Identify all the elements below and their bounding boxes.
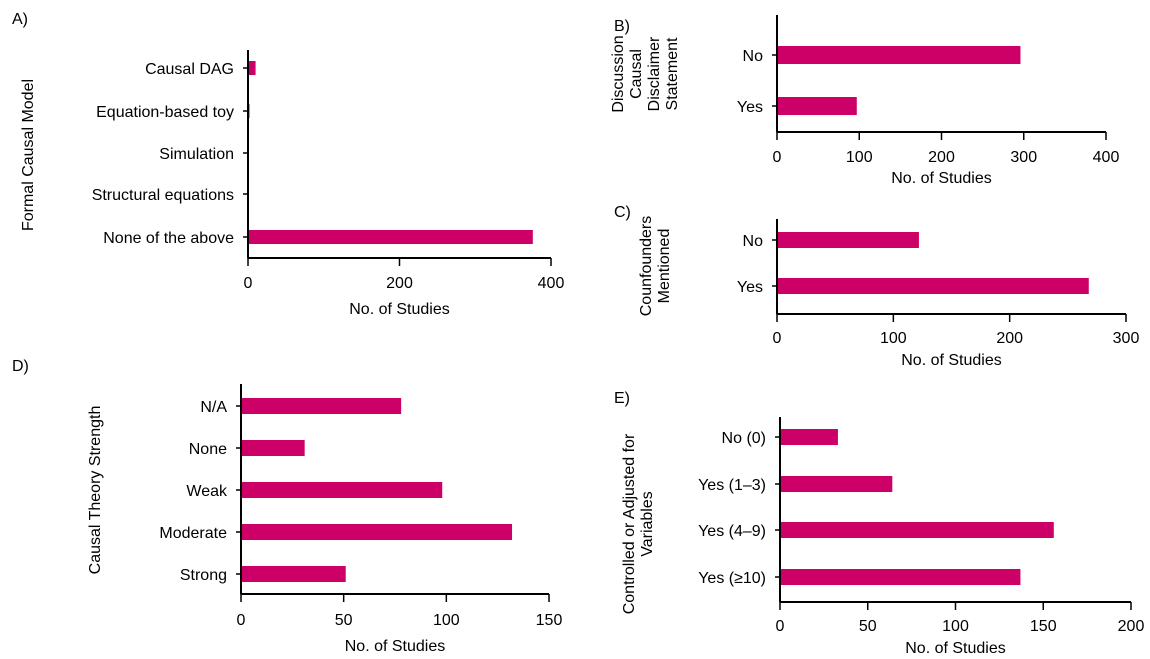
y-axis-title-line: Statement [664, 37, 681, 110]
bar [780, 569, 1021, 585]
category-label: Yes (≥10) [698, 570, 766, 587]
category-label: Yes (4–9) [698, 523, 766, 540]
x-tick-label: 300 [1010, 149, 1037, 166]
chart-panel-b: B)DiscussionCausalDisclaimerStatement No Y… [610, 15, 1119, 187]
chart-panel-e: E) Controlled or Adjusted forVariables No … [614, 390, 1144, 657]
x-tick-label: 200 [928, 149, 955, 166]
bar [780, 429, 838, 445]
panel-letter: A) [12, 11, 28, 28]
bar [777, 97, 857, 115]
category-label: Yes (1–3) [698, 477, 766, 494]
category-label: No [743, 233, 764, 250]
y-axis-title-line: Formal Causal Model [20, 79, 37, 231]
chart-panel-a: A) Formal Causal Model Causal DAG Equation-… [12, 11, 564, 318]
y-axis-title: DiscussionCausalDisclaimerStatement [610, 35, 681, 112]
bar [777, 278, 1089, 294]
category-label: No (0) [722, 430, 766, 447]
panel-letter: B) [614, 18, 630, 35]
panel-letter: C) [614, 204, 631, 221]
y-axis-title: Controlled or Adjusted forVariables [621, 433, 656, 614]
bar [780, 476, 893, 492]
panel-letter: E) [614, 390, 630, 407]
bar [248, 61, 256, 75]
category-label: Equation-based toy [96, 104, 234, 121]
x-tick-label: 200 [996, 330, 1023, 347]
y-axis-title-line: Causal [628, 49, 645, 99]
chart-panel-c: C) CounfoundersMentioned No Yes 0 100 200 300 No… [614, 204, 1139, 369]
x-tick-label: 300 [1113, 330, 1140, 347]
category-label: Weak [186, 483, 228, 500]
x-axis-title: No. of Studies [891, 170, 992, 187]
x-tick-label: 200 [1118, 618, 1145, 635]
y-axis-title-line: Causal Theory Strength [87, 406, 104, 575]
x-tick-label: 400 [1093, 149, 1120, 166]
category-label: Yes [737, 279, 763, 296]
x-tick-label: 0 [244, 275, 253, 292]
category-label: N/A [200, 399, 227, 416]
category-label: None [189, 441, 227, 458]
x-tick-label: 150 [1030, 618, 1057, 635]
category-label: Causal DAG [145, 61, 234, 78]
x-tick-label: 100 [942, 618, 969, 635]
y-axis-title-line: Counfounders [638, 216, 655, 317]
x-tick-label: 150 [536, 612, 563, 629]
category-label: Simulation [159, 146, 234, 163]
x-tick-label: 200 [386, 275, 413, 292]
bar [241, 524, 513, 540]
bar [777, 46, 1021, 64]
x-tick-label: 400 [538, 275, 565, 292]
bar [241, 482, 443, 498]
category-label: Moderate [159, 525, 227, 542]
x-tick-label: 100 [846, 149, 873, 166]
y-axis-title-line: Mentioned [656, 229, 673, 304]
bar [777, 232, 919, 248]
x-tick-label: 50 [335, 612, 353, 629]
x-tick-label: 0 [773, 330, 782, 347]
y-axis-title-line: Discussion [610, 35, 627, 112]
category-label: None of the above [103, 230, 234, 247]
y-axis-title: Formal Causal Model [20, 79, 37, 231]
bar [248, 230, 533, 244]
y-axis-title-line: Variables [639, 491, 656, 557]
y-axis-title-line: Controlled or Adjusted for [621, 433, 638, 614]
x-tick-label: 0 [237, 612, 246, 629]
category-label: No [743, 48, 764, 65]
x-tick-label: 0 [776, 618, 785, 635]
y-axis-title-line: Disclaimer [646, 36, 663, 111]
x-axis-title: No. of Studies [901, 352, 1002, 369]
category-label: Strong [180, 567, 227, 584]
x-tick-label: 50 [859, 618, 877, 635]
y-axis-title: CounfoundersMentioned [638, 216, 673, 317]
x-axis-title: No. of Studies [345, 638, 446, 655]
bar [241, 440, 305, 456]
x-tick-label: 0 [773, 149, 782, 166]
bar [241, 566, 346, 582]
bar [780, 522, 1054, 538]
bar [241, 398, 402, 414]
x-tick-label: 100 [880, 330, 907, 347]
category-label: Yes [737, 99, 763, 116]
chart-panel-d: D) Causal Theory Strength N/A None Weak Moder… [12, 358, 562, 655]
x-axis-title: No. of Studies [349, 301, 450, 318]
panel-letter: D) [12, 358, 29, 375]
x-tick-label: 100 [433, 612, 460, 629]
y-axis-title: Causal Theory Strength [87, 406, 104, 575]
x-axis-title: No. of Studies [905, 640, 1006, 657]
category-label: Structural equations [92, 187, 234, 204]
